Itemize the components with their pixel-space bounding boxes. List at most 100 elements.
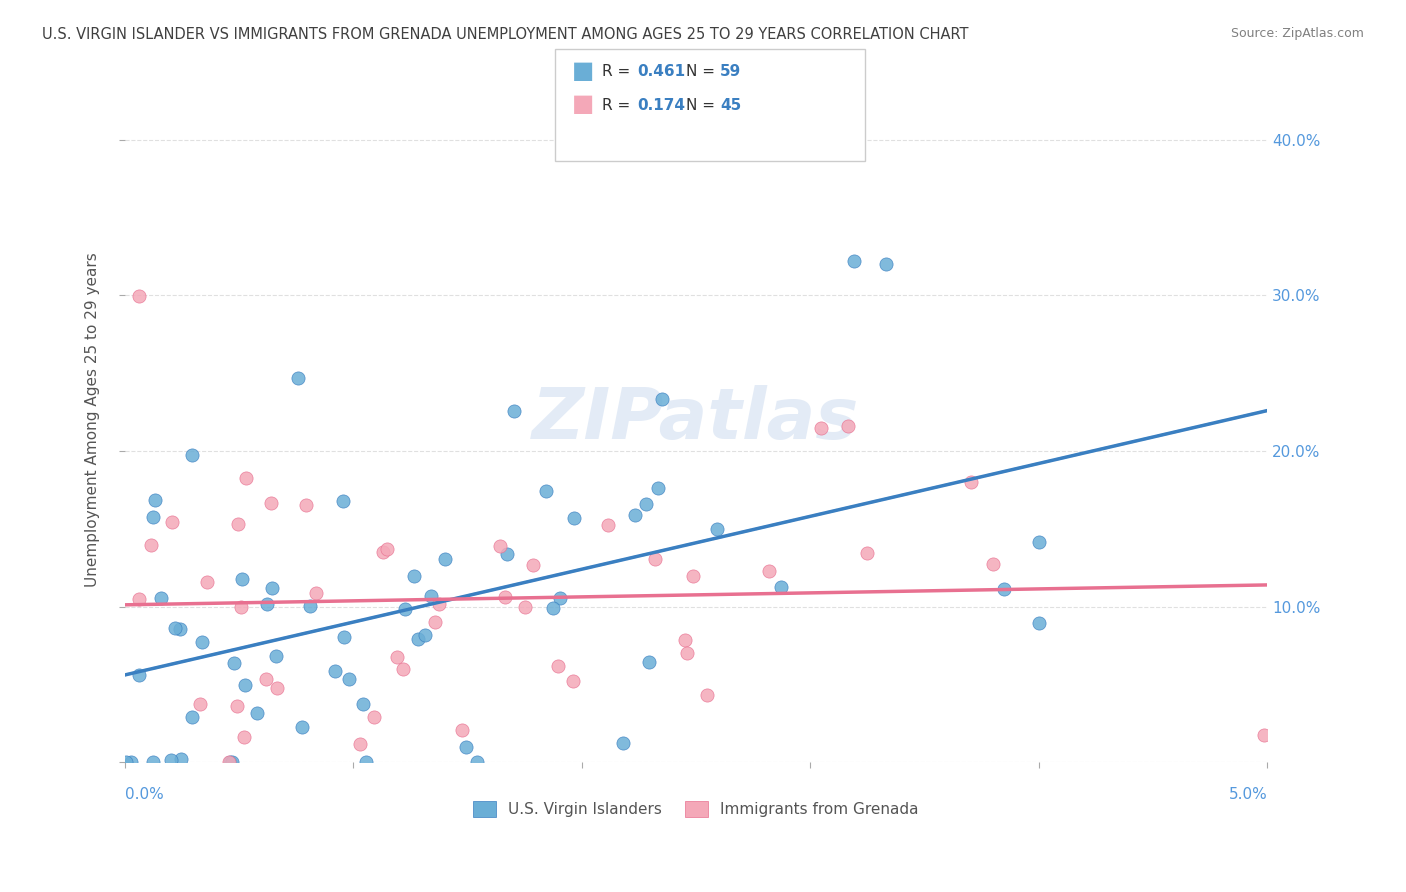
Point: [856, 546, 879, 560]
Point: [299, 599, 322, 613]
Point: [981, 557, 1004, 571]
Point: [495, 547, 517, 561]
Text: ZIPatlas: ZIPatlas: [533, 385, 859, 454]
Point: [959, 475, 981, 489]
Point: [706, 522, 728, 536]
Point: [305, 586, 328, 600]
Text: N =: N =: [686, 98, 720, 112]
Point: [1028, 535, 1050, 549]
Point: [682, 569, 704, 583]
Point: [522, 558, 544, 572]
Point: [1028, 616, 1050, 631]
Point: [231, 572, 253, 586]
Point: [356, 756, 378, 770]
Text: N =: N =: [686, 64, 720, 78]
Point: [769, 581, 792, 595]
Text: ■: ■: [572, 93, 595, 117]
Point: [225, 699, 247, 714]
Point: [385, 649, 408, 664]
Point: [266, 648, 288, 663]
Point: [696, 689, 718, 703]
Point: [181, 448, 204, 462]
Point: [842, 254, 865, 268]
Point: [392, 661, 415, 675]
Point: [150, 591, 173, 606]
Point: [170, 752, 193, 766]
Point: [195, 575, 218, 590]
Point: [375, 541, 398, 556]
Point: [235, 471, 257, 485]
Point: [612, 737, 634, 751]
Point: [413, 628, 436, 642]
Point: [160, 753, 183, 767]
Point: [993, 582, 1015, 596]
Point: [142, 510, 165, 524]
Point: [231, 600, 253, 615]
Point: [406, 632, 429, 647]
Point: [363, 710, 385, 724]
Text: 5.0%: 5.0%: [1229, 788, 1267, 803]
Point: [810, 421, 832, 435]
Text: 0.174: 0.174: [637, 98, 685, 112]
Point: [128, 667, 150, 681]
Point: [371, 545, 394, 559]
Point: [673, 633, 696, 648]
Point: [295, 498, 318, 512]
Point: [191, 635, 214, 649]
Point: [675, 646, 697, 660]
Point: [494, 590, 516, 604]
Point: [232, 730, 254, 744]
Point: [1253, 728, 1275, 742]
Point: [226, 516, 249, 531]
Point: [352, 697, 374, 711]
Point: [291, 720, 314, 734]
Point: [402, 568, 425, 582]
Point: [114, 756, 136, 770]
Point: [128, 591, 150, 606]
Point: [246, 706, 269, 720]
Text: 45: 45: [720, 98, 741, 112]
Point: [489, 539, 512, 553]
Point: [423, 615, 446, 629]
Text: R =: R =: [602, 64, 636, 78]
Point: [188, 698, 211, 712]
Point: [221, 756, 243, 770]
Text: 0.461: 0.461: [637, 64, 685, 78]
Point: [427, 597, 450, 611]
Point: [758, 564, 780, 578]
Point: [456, 739, 478, 754]
Text: ■: ■: [572, 59, 595, 83]
Point: [337, 673, 360, 687]
Point: [451, 723, 474, 738]
Point: [142, 756, 165, 770]
Text: U.S. VIRGIN ISLANDER VS IMMIGRANTS FROM GRENADA UNEMPLOYMENT AMONG AGES 25 TO 29: U.S. VIRGIN ISLANDER VS IMMIGRANTS FROM …: [42, 27, 969, 42]
Text: R =: R =: [602, 98, 636, 112]
Point: [515, 600, 537, 615]
Point: [419, 589, 441, 603]
Point: [323, 665, 346, 679]
Point: [266, 681, 288, 695]
Point: [222, 656, 245, 670]
Point: [638, 655, 661, 669]
Legend: U.S. Virgin Islanders, Immigrants from Grenada: U.S. Virgin Islanders, Immigrants from G…: [467, 795, 925, 823]
Point: [262, 581, 284, 595]
Text: Source: ZipAtlas.com: Source: ZipAtlas.com: [1230, 27, 1364, 40]
Point: [233, 678, 256, 692]
Point: [547, 658, 569, 673]
Point: [503, 404, 526, 418]
Point: [180, 710, 202, 724]
Point: [541, 601, 564, 615]
Point: [218, 756, 240, 770]
Point: [287, 371, 309, 385]
Y-axis label: Unemployment Among Ages 25 to 29 years: Unemployment Among Ages 25 to 29 years: [86, 252, 100, 587]
Point: [651, 392, 673, 406]
Point: [160, 515, 183, 529]
Point: [332, 493, 354, 508]
Point: [644, 552, 666, 566]
Point: [254, 672, 277, 686]
Point: [120, 756, 142, 770]
Text: 0.0%: 0.0%: [125, 788, 163, 803]
Point: [624, 508, 647, 523]
Point: [333, 631, 356, 645]
Point: [256, 597, 278, 611]
